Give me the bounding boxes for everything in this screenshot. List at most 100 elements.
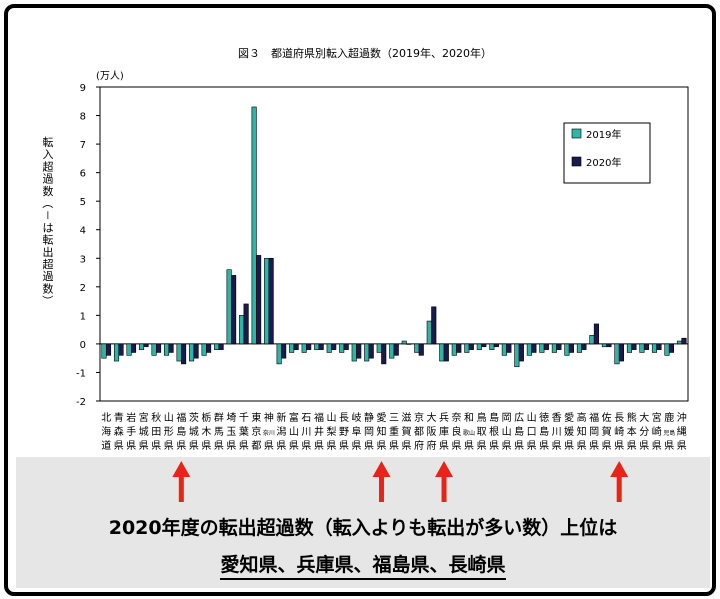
x-tick-label: 宮城県 [139, 411, 149, 452]
bar-2019 [514, 343, 520, 368]
bar-2019 [239, 315, 245, 345]
x-tick-label: 奈良県 [452, 411, 462, 452]
x-tick-label: 和歌山県 [463, 412, 475, 452]
x-tick-label: 香川県 [552, 412, 562, 452]
bar-2019 [601, 343, 607, 348]
bar-2020 [481, 343, 487, 348]
bar-2020 [193, 343, 199, 359]
x-tick-label: 東京都 [251, 411, 261, 452]
x-tick-label: 千葉県 [239, 412, 249, 452]
bar-2019 [439, 343, 445, 362]
bar-2019 [301, 343, 307, 353]
bar-2019 [326, 343, 332, 353]
bar-2019 [214, 343, 220, 350]
y-tick-label: -2 [76, 397, 86, 408]
bar-2019 [113, 343, 120, 362]
x-tick-label: 鹿児島県 [663, 411, 675, 452]
bar-2019 [651, 343, 658, 353]
legend-label: 2020年 [586, 156, 621, 169]
bar-2019 [639, 343, 645, 353]
bar-2019 [251, 106, 257, 345]
bar-2020 [318, 343, 324, 350]
bar-2020 [156, 343, 162, 353]
bar-2019 [364, 343, 370, 362]
bar-2019 [614, 343, 620, 365]
bar-2019 [376, 343, 382, 353]
chart-panel: 図３ 都道府県別転入超過数（2019年、2020年） (万人) 転入超過数（－は… [16, 16, 710, 453]
x-tick-label: 山形県 [164, 412, 174, 452]
x-tick-label: 福井県 [314, 411, 324, 452]
y-axis-label-char: 出 [43, 245, 54, 259]
x-tick-label: 秋田県 [151, 411, 161, 452]
unit-label: (万人) [96, 70, 124, 82]
bar-2019 [276, 343, 282, 365]
y-axis-label-char: ） [41, 295, 54, 306]
x-tick-label: 佐賀県 [602, 412, 612, 452]
bar-2020 [243, 303, 249, 345]
bar-2020 [356, 343, 362, 359]
bar-2020 [406, 343, 412, 345]
bar-2019 [339, 343, 345, 353]
bar-2020 [130, 343, 137, 353]
bar-2020 [281, 343, 287, 359]
y-axis-label-char: 過 [43, 173, 54, 186]
y-axis-label-char: 超 [43, 159, 54, 173]
annotation-line2-wrap: 愛知県、兵庫県、福島県、長崎県 [16, 550, 710, 580]
x-tick-label: 高知県 [577, 411, 587, 452]
bar-2020 [518, 343, 524, 362]
y-tick-label: -1 [76, 368, 86, 379]
y-tick-label: 7 [80, 140, 86, 151]
bar-2019 [176, 343, 182, 362]
y-axis-label-char: － [41, 210, 54, 221]
highlight-arrow [372, 461, 391, 502]
bar-2019 [289, 343, 295, 353]
x-tick-label: 長崎県 [614, 412, 624, 452]
x-tick-label: 富山県 [289, 411, 299, 452]
legend: 2019年 2020年 [563, 122, 651, 184]
bar-2020 [331, 343, 337, 350]
x-tick-label: 福島県 [176, 411, 186, 452]
y-tick-label: 1 [80, 311, 86, 322]
highlight-arrow [172, 461, 191, 502]
bar-2019 [126, 343, 132, 356]
bar-2019 [476, 343, 482, 350]
x-tick-label: 群馬県 [214, 411, 224, 452]
y-tick-label: 4 [80, 226, 86, 237]
bar-2020 [493, 343, 499, 348]
bar-2020 [168, 343, 174, 353]
bar-2020 [543, 343, 549, 350]
bar-2019 [414, 343, 420, 353]
bar-2019 [138, 343, 145, 350]
y-axis-label-char: 超 [43, 257, 54, 271]
x-tick-label: 岡山県 [502, 412, 512, 452]
bar-2020 [306, 343, 312, 350]
bar-2020 [256, 255, 262, 345]
bar-2019 [676, 340, 683, 345]
bar-2019 [501, 343, 507, 356]
bar-2019 [576, 343, 582, 353]
bar-2020 [631, 343, 637, 350]
x-tick-label: 沖縄県 [677, 411, 687, 452]
bar-2020 [643, 343, 650, 350]
bar-2020 [556, 343, 562, 350]
bar-2019 [526, 343, 532, 356]
bar-2019 [226, 269, 232, 345]
bar-2019 [551, 343, 557, 353]
bar-2019 [314, 343, 320, 350]
bar-2020 [456, 343, 462, 353]
y-axis-label-char: （ [41, 198, 54, 209]
bar-2020 [618, 343, 624, 362]
bar-2020 [293, 343, 299, 350]
x-tick-label: 宮崎県 [652, 411, 662, 452]
x-tick-label: 兵庫県 [439, 411, 449, 452]
y-axis-label-char: 過 [43, 270, 54, 283]
arrows [172, 461, 629, 502]
x-tick-label: 島根県 [489, 411, 499, 452]
bar-2020 [381, 343, 387, 365]
bar-2019 [489, 343, 495, 350]
bar-2019 [264, 257, 270, 345]
bar-2019 [389, 343, 395, 359]
bar-2019 [451, 343, 457, 356]
bar-2019 [426, 320, 432, 345]
